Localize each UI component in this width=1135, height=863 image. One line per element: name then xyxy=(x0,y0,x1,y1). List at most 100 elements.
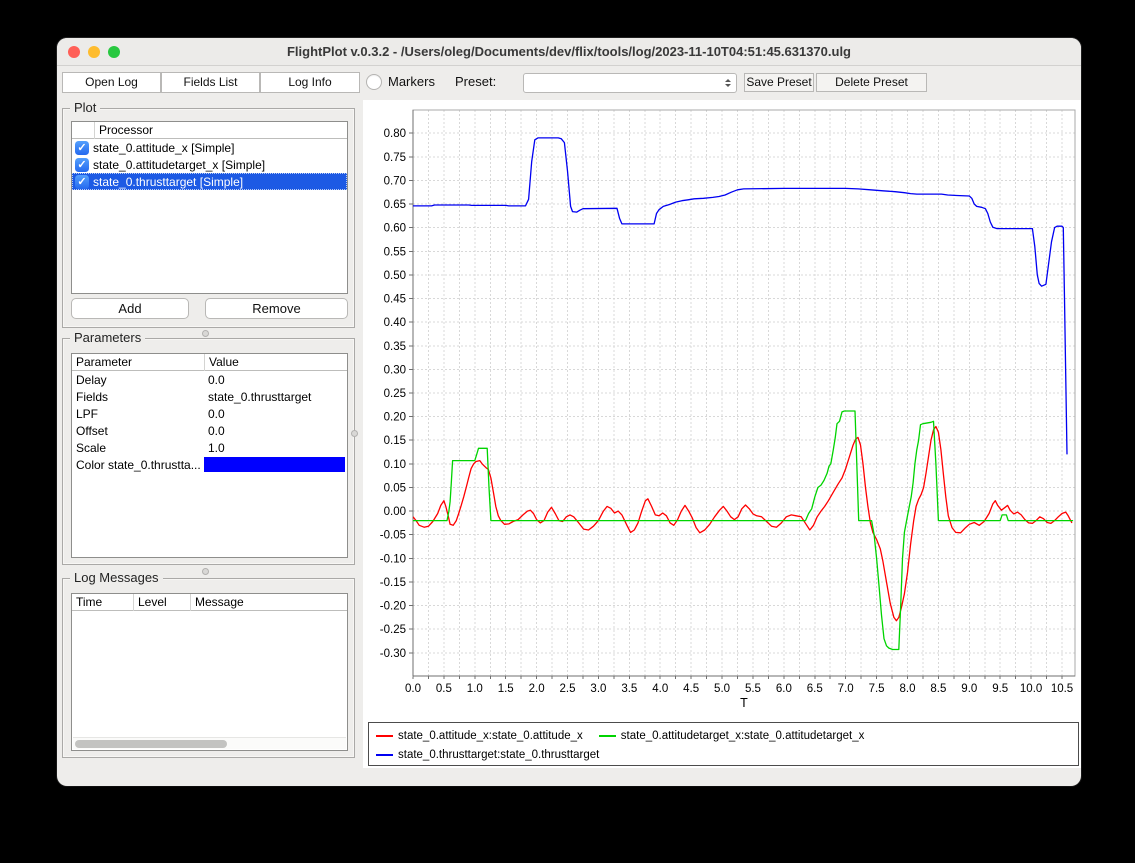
parameters-group-title: Parameters xyxy=(70,331,145,345)
chart-series-2 xyxy=(413,411,1073,650)
processor-table[interactable]: Processor ✓state_0.attitude_x [Simple]✓s… xyxy=(71,121,348,294)
x-tick-label: 3.0 xyxy=(590,683,606,695)
delete-preset-button[interactable]: Delete Preset xyxy=(816,73,927,92)
horizontal-splitter-handle[interactable] xyxy=(202,330,209,337)
vertical-splitter-handle[interactable] xyxy=(351,430,358,437)
y-tick-label: 0.25 xyxy=(384,388,406,400)
parameter-value-cell[interactable]: 0.0 xyxy=(204,373,347,387)
x-tick-label: 9.5 xyxy=(992,683,1008,695)
x-tick-label: 6.5 xyxy=(807,683,823,695)
remove-button[interactable]: Remove xyxy=(205,298,348,319)
parameter-value-cell[interactable]: 0.0 xyxy=(204,424,347,438)
legend-line-swatch xyxy=(599,735,616,737)
preset-label: Preset: xyxy=(455,74,496,89)
y-tick-label: 0.45 xyxy=(384,294,406,306)
minimize-window-icon[interactable] xyxy=(88,46,100,58)
x-tick-label: 5.0 xyxy=(714,683,730,695)
log-messages-table[interactable]: Time Level Message xyxy=(71,593,348,751)
parameter-row[interactable]: Fieldsstate_0.thrusttarget xyxy=(72,388,347,405)
horizontal-scrollbar[interactable] xyxy=(73,737,346,749)
y-tick-label: 0.10 xyxy=(384,459,406,471)
x-tick-label: 4.0 xyxy=(652,683,668,695)
legend-row-2: state_0.thrusttarget:state_0.thrusttarge… xyxy=(376,745,1071,764)
horizontal-splitter-handle-2[interactable] xyxy=(202,568,209,575)
y-tick-label: -0.25 xyxy=(380,624,406,636)
y-tick-label: 0.20 xyxy=(384,412,406,424)
row-checkbox[interactable]: ✓ xyxy=(75,175,89,189)
y-tick-label: 0.40 xyxy=(384,317,406,329)
parameter-name-cell: Offset xyxy=(72,424,204,438)
parameter-name-cell: Delay xyxy=(72,373,204,387)
plot-group-title: Plot xyxy=(70,101,100,115)
row-checkbox[interactable]: ✓ xyxy=(75,158,89,172)
processor-row[interactable]: ✓ state_0.attitude_x [Simple] xyxy=(72,139,347,156)
checkbox-column-header xyxy=(72,122,94,139)
processor-table-header: Processor xyxy=(72,122,347,139)
scrollbar-thumb[interactable] xyxy=(75,740,227,748)
parameter-row[interactable]: Scale1.0 xyxy=(72,439,347,456)
y-tick-label: -0.10 xyxy=(380,553,406,565)
markers-label: Markers xyxy=(388,74,435,89)
y-tick-label: 0.05 xyxy=(384,482,406,494)
processor-column-header: Processor xyxy=(94,122,347,139)
legend-item: state_0.thrusttarget:state_0.thrusttarge… xyxy=(376,749,599,761)
flight-plot-chart[interactable]: 0.800.750.700.650.600.550.500.450.400.35… xyxy=(363,100,1081,720)
traffic-lights xyxy=(68,46,120,58)
x-tick-label: 0.0 xyxy=(405,683,421,695)
value-column-header: Value xyxy=(204,354,347,371)
parameter-value-cell[interactable]: state_0.thrusttarget xyxy=(204,390,347,404)
processor-row[interactable]: ✓state_0.attitudetarget_x [Simple] xyxy=(72,156,347,173)
message-column-header: Message xyxy=(190,594,347,611)
x-tick-label: 8.5 xyxy=(930,683,946,695)
save-preset-button[interactable]: Save Preset xyxy=(744,73,814,92)
close-window-icon[interactable] xyxy=(68,46,80,58)
y-tick-label: 0.55 xyxy=(384,246,406,258)
parameter-value-cell[interactable]: 1.0 xyxy=(204,441,347,455)
color-swatch[interactable] xyxy=(204,457,345,472)
zoom-window-icon[interactable] xyxy=(108,46,120,58)
title-bar[interactable]: FlightPlot v.0.3.2 - /Users/oleg/Documen… xyxy=(57,38,1081,66)
open-log-button[interactable]: Open Log xyxy=(62,72,161,93)
parameter-row[interactable]: LPF0.0 xyxy=(72,405,347,422)
legend-label: state_0.attitude_x:state_0.attitude_x xyxy=(398,730,583,742)
y-tick-label: 0.00 xyxy=(384,506,406,518)
x-tick-label: 1.0 xyxy=(467,683,483,695)
log-messages-group-title: Log Messages xyxy=(70,571,163,585)
x-axis-label: T xyxy=(740,696,748,710)
chart-series-1 xyxy=(413,427,1072,621)
x-tick-label: 8.0 xyxy=(899,683,915,695)
parameter-name-cell: Fields xyxy=(72,390,204,404)
window-title: FlightPlot v.0.3.2 - /Users/oleg/Documen… xyxy=(57,38,1081,66)
processor-row[interactable]: ✓ state_0.thrusttarget [Simple] xyxy=(72,173,347,190)
combo-stepper-icon[interactable] xyxy=(721,75,734,91)
add-button[interactable]: Add xyxy=(71,298,189,319)
x-tick-label: 3.5 xyxy=(621,683,637,695)
parameter-name-cell: Scale xyxy=(72,441,204,455)
fields-list-button[interactable]: Fields List xyxy=(161,72,260,93)
preset-combobox[interactable] xyxy=(523,73,737,93)
y-tick-label: 0.15 xyxy=(384,435,406,447)
log-info-button[interactable]: Log Info xyxy=(260,72,360,93)
parameter-row[interactable]: Offset0.0 xyxy=(72,422,347,439)
x-tick-label: 6.0 xyxy=(776,683,792,695)
legend-label: state_0.thrusttarget:state_0.thrusttarge… xyxy=(398,749,599,761)
y-tick-label: -0.15 xyxy=(380,577,406,589)
x-tick-label: 9.0 xyxy=(961,683,977,695)
x-tick-label: 10.5 xyxy=(1051,683,1073,695)
x-tick-label: 1.5 xyxy=(498,683,514,695)
markers-checkbox[interactable] xyxy=(366,74,382,90)
parameter-value-cell[interactable]: 0.0 xyxy=(204,407,347,421)
x-tick-label: 4.5 xyxy=(683,683,699,695)
parameter-row[interactable]: Color state_0.thrustta... xyxy=(72,456,347,473)
parameter-name-cell: Color state_0.thrustta... xyxy=(72,458,204,472)
parameter-column-header: Parameter xyxy=(72,354,204,371)
legend-item: state_0.attitude_x:state_0.attitude_x xyxy=(376,730,583,742)
row-checkbox[interactable]: ✓ xyxy=(75,141,89,155)
parameters-group-panel: Parameters Parameter Value Delay0.0Field… xyxy=(62,338,355,565)
x-tick-label: 0.5 xyxy=(436,683,452,695)
parameters-table[interactable]: Parameter Value Delay0.0Fieldsstate_0.th… xyxy=(71,353,348,558)
processor-row-label: state_0.attitude_x [Simple] xyxy=(93,141,234,155)
processor-row-label: state_0.thrusttarget [Simple] xyxy=(93,175,243,189)
y-tick-label: -0.20 xyxy=(380,601,406,613)
parameter-row[interactable]: Delay0.0 xyxy=(72,371,347,388)
